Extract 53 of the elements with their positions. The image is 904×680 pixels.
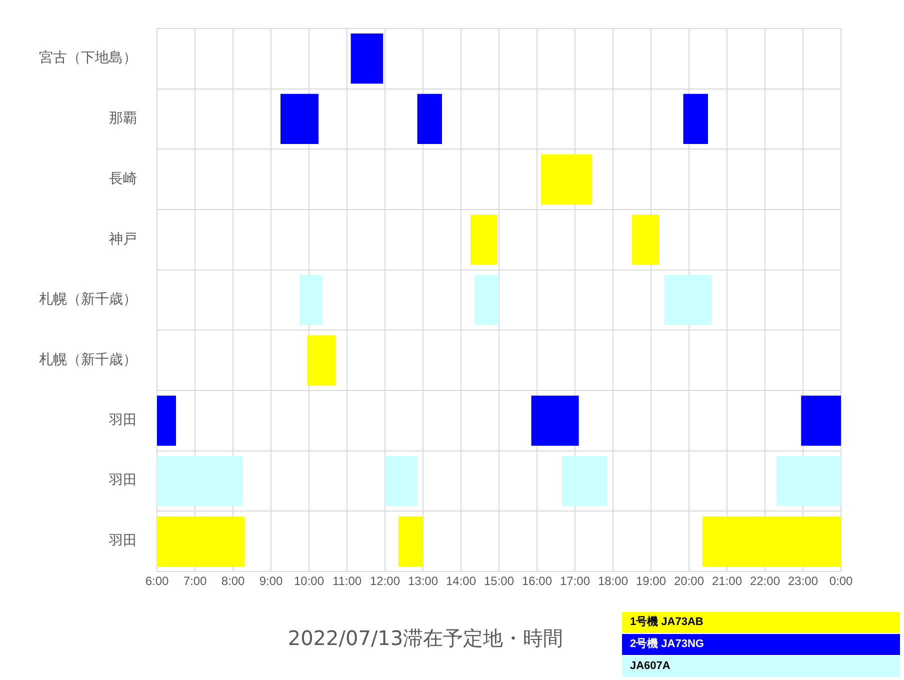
y-tick-label: 宮古（下地島） [39, 50, 137, 66]
x-tick-label: 13:00 [408, 574, 438, 588]
x-tick-label: 8:00 [221, 574, 245, 588]
bar [398, 516, 423, 566]
x-tick-label: 19:00 [636, 574, 666, 588]
x-tick-label: 21:00 [712, 574, 742, 588]
bar [385, 456, 418, 506]
text: 2号機 JA73NG [622, 634, 900, 655]
x-tick-label: 17:00 [560, 574, 590, 588]
x-tick-label: 23:00 [788, 574, 818, 588]
bar [540, 154, 592, 204]
y-tick-label: 札幌（新千歳） [39, 352, 137, 368]
x-tick-label: 6:00 [145, 574, 169, 588]
bar [157, 396, 176, 446]
text: 2022/07/13滞在予定地・時間 [288, 626, 564, 650]
y-tick-label: 羽田 [108, 533, 137, 550]
x-tick-label: 12:00 [370, 574, 400, 588]
bar [562, 456, 608, 506]
x-tick-label: 7:00 [183, 574, 207, 588]
x-tick-label: 18:00 [598, 574, 628, 588]
x-tick-label: 10:00 [294, 574, 324, 588]
y-tick-label: 羽田 [108, 412, 137, 428]
y-tick-label: 那覇 [109, 110, 137, 127]
bar [307, 335, 336, 386]
x-tick-label: 16:00 [522, 574, 552, 588]
text: 1号機 JA73AB [622, 612, 900, 633]
bar [531, 396, 579, 446]
bar [702, 516, 841, 566]
y-tick-label: 札幌（新千歳） [39, 292, 137, 308]
bar [801, 396, 841, 446]
y-tick-label: 羽田 [108, 472, 137, 489]
bar [683, 94, 708, 144]
bar [776, 456, 841, 506]
bar [474, 274, 499, 326]
y-tick-label: 神戸 [109, 231, 137, 248]
bar [300, 274, 322, 326]
y-tick-label: 長崎 [109, 170, 137, 187]
x-tick-label: 0:00 [829, 574, 853, 588]
bar [417, 94, 442, 144]
bar [350, 34, 384, 84]
bar [157, 516, 244, 566]
bar [632, 214, 659, 265]
x-tick-label: 22:00 [750, 574, 780, 588]
x-tick-label: 11:00 [332, 574, 362, 588]
x-tick-label: 15:00 [484, 574, 514, 588]
bar [157, 456, 242, 506]
bar [280, 94, 318, 144]
bar [470, 214, 498, 265]
x-tick-label: 9:00 [259, 574, 283, 588]
bar [664, 274, 712, 326]
x-tick-label: 20:00 [674, 574, 704, 588]
x-tick-label: 14:00 [446, 574, 476, 588]
text: JA607A [622, 656, 900, 677]
